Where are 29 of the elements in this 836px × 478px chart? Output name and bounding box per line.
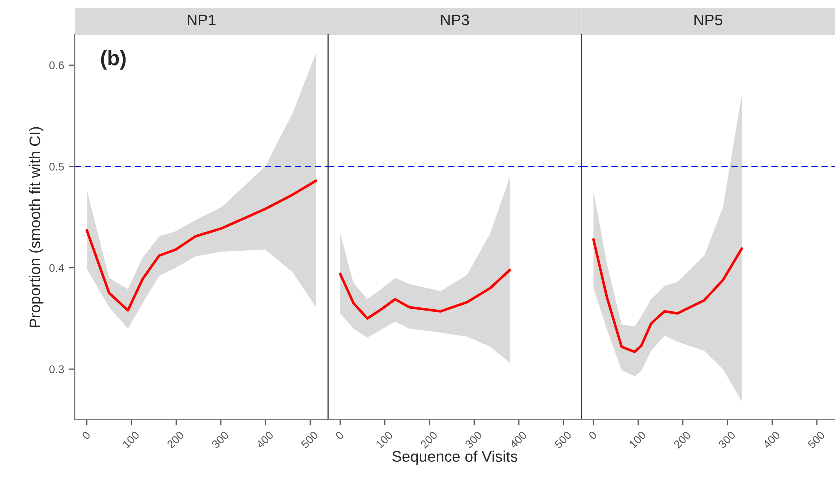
x-tick-label: 200 — [166, 430, 185, 449]
x-tick-label: 100 — [629, 430, 647, 449]
y-axis-title: Proportion (smooth fit with CI) — [29, 127, 44, 328]
chart-title: NP5 — [694, 14, 723, 26]
x-tick-label: 400 — [509, 430, 528, 450]
x-tick-label: 500 — [554, 430, 572, 449]
x-tick-label: 100 — [376, 430, 394, 449]
y-tick-label: 0.6 — [50, 62, 64, 70]
x-tick-label: 0 — [335, 430, 344, 440]
y-tick-label: 0.5 — [50, 162, 64, 171]
y-tick-label: 0.3 — [50, 366, 64, 374]
y-tick-label: 0.4 — [50, 264, 64, 272]
x-tick-label: 300 — [718, 430, 736, 449]
x-tick-label: 400 — [762, 430, 781, 450]
x-tick-label: 200 — [420, 430, 438, 449]
line-series — [86, 180, 318, 312]
chart-title: NP3 — [441, 14, 470, 26]
x-tick-label: 500 — [300, 430, 319, 449]
x-tick-label: 300 — [464, 430, 483, 449]
x-axis-title: Sequence of Visits — [392, 450, 518, 466]
x-tick-label: 200 — [673, 430, 692, 449]
annotation: (b) — [101, 50, 126, 70]
x-tick-label: 100 — [122, 430, 140, 449]
x-tick-label: 0 — [588, 430, 598, 440]
x-tick-label: 0 — [82, 430, 92, 440]
x-tick-label: 500 — [807, 430, 826, 449]
chart-title: NP1 — [188, 14, 216, 26]
x-tick-label: 300 — [211, 430, 230, 449]
x-tick-label: 400 — [256, 430, 274, 450]
